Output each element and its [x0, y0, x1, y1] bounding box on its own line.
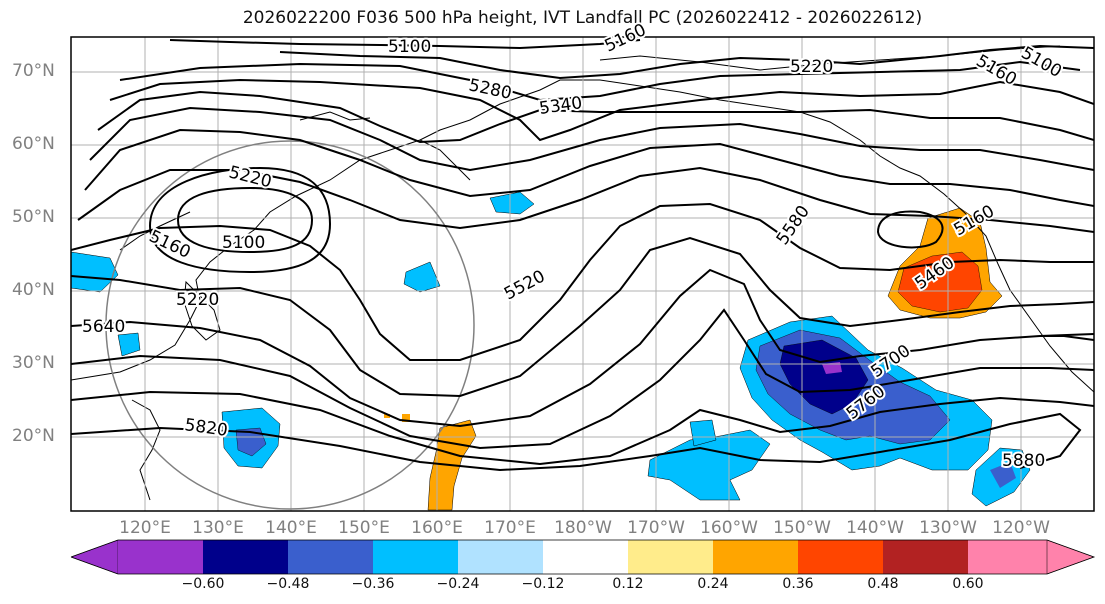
lat-label: 70°N [12, 61, 55, 81]
lon-label: 170°W [627, 518, 685, 538]
colorbar-tick-label: 0.48 [867, 576, 899, 592]
colorbar-swatch [458, 540, 543, 574]
colorbar-swatch [798, 540, 883, 574]
lon-label: 130°E [192, 518, 244, 538]
colorbar-tick-label: −0.36 [351, 576, 395, 592]
colorbar-tick-label: −0.12 [521, 576, 565, 592]
lon-label: 150°W [773, 518, 831, 538]
colorbar-tick-label: −0.60 [181, 576, 225, 592]
colorbar-tick-label: 0.24 [697, 576, 729, 592]
colorbar-swatch [203, 540, 288, 574]
colorbar-swatch [288, 540, 373, 574]
lat-label: 40°N [12, 280, 55, 300]
colorbar-extend-high [1046, 539, 1095, 575]
landfall-circle [105, 140, 475, 510]
map-border [70, 36, 1095, 512]
colorbar-tick-label: 0.12 [612, 576, 644, 592]
colorbar-extend-low [70, 539, 119, 575]
map-title: 2026022200 F036 500 hPa height, IVT Land… [242, 8, 923, 28]
lat-label: 30°N [12, 353, 55, 373]
colorbar-swatch [713, 540, 798, 574]
colorbar-swatch [628, 540, 713, 574]
colorbar-swatch [968, 540, 1047, 574]
lon-label: 140°E [265, 518, 317, 538]
colorbar-tick-label: −0.24 [436, 576, 480, 592]
colorbar-tick-label: 0.36 [782, 576, 814, 592]
colorbar-tick-label: −0.48 [266, 576, 310, 592]
colorbar-swatch [883, 540, 968, 574]
colorbar-swatch [543, 540, 628, 574]
lat-label: 50°N [12, 207, 55, 227]
lon-label: 170°E [484, 518, 536, 538]
colorbar-swatch [373, 540, 458, 574]
colorbar-swatch [118, 540, 203, 574]
height-contours [71, 39, 1094, 472]
lon-label: 180°W [554, 518, 612, 538]
colorbar-tick-label: 0.60 [952, 576, 984, 592]
lon-label: 150°E [338, 518, 390, 538]
lon-label: 120°W [992, 518, 1050, 538]
lon-label: 160°E [411, 518, 463, 538]
lat-label: 60°N [12, 134, 55, 154]
lon-label: 140°W [846, 518, 904, 538]
lon-label: 120°E [119, 518, 171, 538]
lat-label: 20°N [12, 426, 55, 446]
graticule [71, 37, 1094, 511]
colorbar [70, 539, 1096, 575]
lon-label: 160°W [700, 518, 758, 538]
lon-label: 130°W [919, 518, 977, 538]
